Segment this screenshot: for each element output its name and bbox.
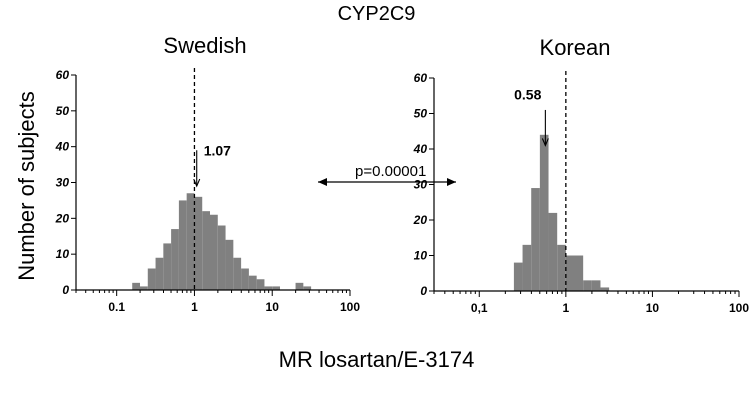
histogram-bar xyxy=(194,196,203,290)
y-tick-label: 60 xyxy=(56,68,70,82)
figure-title: CYP2C9 xyxy=(337,3,416,25)
histogram-panel-0: 0 10 20 30 40 50 60 0.1 1 10 100 1.07 xyxy=(55,68,360,314)
y-tick-label: 60 xyxy=(414,71,428,85)
y-tick-label: 10 xyxy=(56,247,70,261)
y-axis-label: Number of subjects xyxy=(14,91,39,281)
histogram-bar xyxy=(264,286,273,290)
histogram-bar xyxy=(210,214,218,290)
y-tick-label: 0 xyxy=(62,283,69,297)
histogram-bar xyxy=(217,225,226,290)
y-tick-label: 50 xyxy=(414,107,428,121)
marker-arrow-head xyxy=(541,138,549,147)
marker-value-label: 0.58 xyxy=(514,86,541,102)
y-tick-label: 10 xyxy=(414,249,428,263)
y-tick-label: 20 xyxy=(413,213,428,227)
histogram-bar xyxy=(163,243,172,290)
marker-arrow-head xyxy=(193,178,201,188)
histogram-bar xyxy=(522,244,532,291)
histogram-bar xyxy=(132,282,141,290)
marker-value-label: 1.07 xyxy=(204,142,231,158)
histogram-bar xyxy=(248,275,257,290)
histogram-bar xyxy=(171,229,179,290)
comparison-arrow-head-left xyxy=(318,178,327,186)
histogram-bar xyxy=(548,212,558,291)
comparison-arrow-head-right xyxy=(447,178,456,186)
histogram-bar xyxy=(241,268,249,290)
x-tick-label: 0.1 xyxy=(108,300,125,314)
histogram-bar xyxy=(513,262,523,291)
y-tick-label: 50 xyxy=(56,104,70,118)
p-value-label: p=0.00001 xyxy=(355,163,427,180)
histogram-bar xyxy=(531,188,540,291)
y-tick-label: 40 xyxy=(55,140,70,154)
histogram-bar xyxy=(565,255,575,291)
x-tick-label: 100 xyxy=(340,300,360,314)
x-tick-label: 100 xyxy=(729,301,749,315)
x-axis-label: MR losartan/E-3174 xyxy=(278,347,475,372)
histogram-panel-1: 0 10 20 30 40 50 60 0,1 1 10 100 0.58 xyxy=(413,71,749,315)
x-tick-label: 0,1 xyxy=(471,301,488,315)
histogram-bar xyxy=(225,239,234,290)
x-tick-label: 1 xyxy=(563,301,570,315)
histogram-bar xyxy=(591,280,601,291)
histogram-bar xyxy=(600,287,610,291)
y-tick-label: 30 xyxy=(414,178,428,192)
histogram-bar xyxy=(583,280,592,291)
histogram-bar xyxy=(155,257,164,290)
y-tick-label: 30 xyxy=(56,176,70,190)
y-tick-label: 40 xyxy=(413,142,428,156)
histogram-bar xyxy=(256,279,265,290)
x-tick-label: 10 xyxy=(646,301,660,315)
y-tick-label: 0 xyxy=(420,284,427,298)
histogram-bar xyxy=(202,211,211,290)
histogram-bar xyxy=(186,193,195,290)
histogram-bar xyxy=(147,268,156,290)
histogram-bar xyxy=(295,282,304,290)
histogram-bar xyxy=(178,200,187,290)
histogram-bar xyxy=(574,255,584,291)
histogram-bar xyxy=(557,244,566,291)
histogram-bar xyxy=(233,257,242,290)
histogram-bar xyxy=(140,286,148,290)
panel-title-swedish: Swedish xyxy=(163,33,247,58)
histogram-bar xyxy=(303,286,312,290)
y-tick-label: 20 xyxy=(55,211,70,225)
x-tick-label: 1 xyxy=(191,300,198,314)
histogram-bar xyxy=(539,134,549,291)
histogram-bar xyxy=(272,286,281,290)
panel-title-korean: Korean xyxy=(539,35,611,60)
x-tick-label: 10 xyxy=(266,300,280,314)
